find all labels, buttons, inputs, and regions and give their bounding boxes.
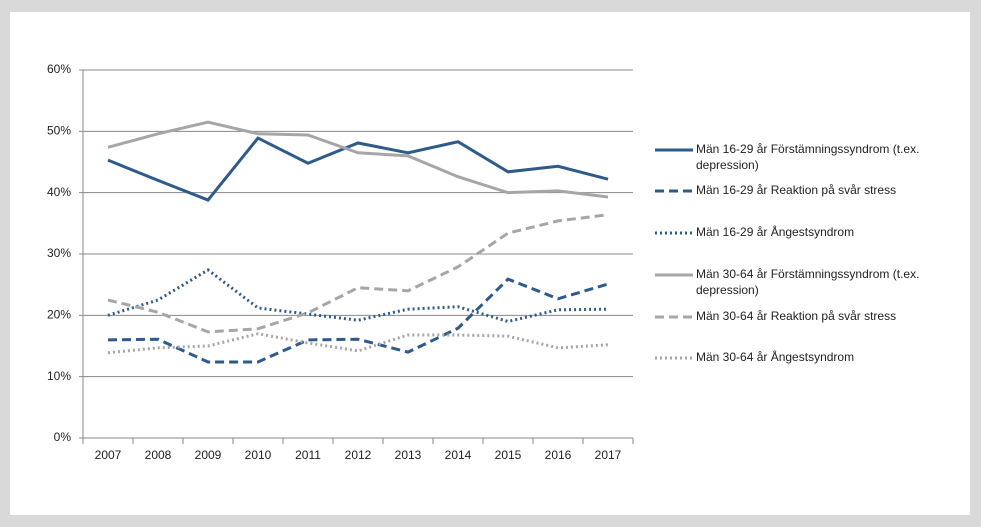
y-tick-label: 0%: [54, 430, 72, 444]
legend-label: Män 16-29 år Ångestsyndrom: [696, 225, 855, 239]
legend-label: Män 16-29 år Reaktion på svår stress: [696, 183, 897, 197]
x-tick-label: 2009: [195, 448, 222, 462]
x-tick-label: 2012: [345, 448, 372, 462]
legend-item: Män 16-29 år Förstämningssyndrom (t.ex. …: [696, 142, 920, 172]
x-tick-label: 2017: [595, 448, 622, 462]
legend-label: Män 30-64 år Ångestsyndrom: [696, 350, 855, 364]
y-tick-label: 10%: [47, 369, 71, 383]
legend-item: Män 30-64 år Reaktion på svår stress: [696, 309, 897, 323]
legend-item: Män 16-29 år Ångestsyndrom: [696, 225, 855, 239]
x-tick-label: 2015: [495, 448, 522, 462]
x-tick-label: 2016: [545, 448, 572, 462]
x-tick-label: 2010: [245, 448, 272, 462]
y-tick-label: 40%: [47, 185, 71, 199]
panel: [10, 12, 970, 515]
y-tick-label: 20%: [47, 308, 71, 322]
legend-item: Män 30-64 år Ångestsyndrom: [696, 350, 855, 364]
series-line: [107, 213, 609, 334]
x-tick-label: 2007: [95, 448, 122, 462]
x-tick-label: 2013: [395, 448, 422, 462]
series-line: [107, 120, 609, 199]
series-line: [107, 268, 609, 324]
x-tick-label: 2011: [295, 448, 321, 462]
legend-item: Män 30-64 år Förstämningssyndrom (t.ex. …: [696, 267, 920, 297]
legend-label: Män 30-64 år Reaktion på svår stress: [696, 309, 897, 323]
series-line: [107, 277, 609, 364]
legend-item: Män 16-29 år Reaktion på svår stress: [696, 183, 897, 197]
x-tick-label: 2008: [145, 448, 172, 462]
y-tick-label: 50%: [47, 124, 71, 138]
y-tick-label: 60%: [47, 62, 71, 76]
legend-label: Män 30-64 år Förstämningssyndrom (t.ex. …: [696, 267, 920, 297]
y-tick-label: 30%: [47, 246, 71, 260]
series-line: [107, 136, 609, 202]
x-tick-label: 2014: [445, 448, 472, 462]
legend-label: Män 16-29 år Förstämningssyndrom (t.ex. …: [696, 142, 920, 172]
